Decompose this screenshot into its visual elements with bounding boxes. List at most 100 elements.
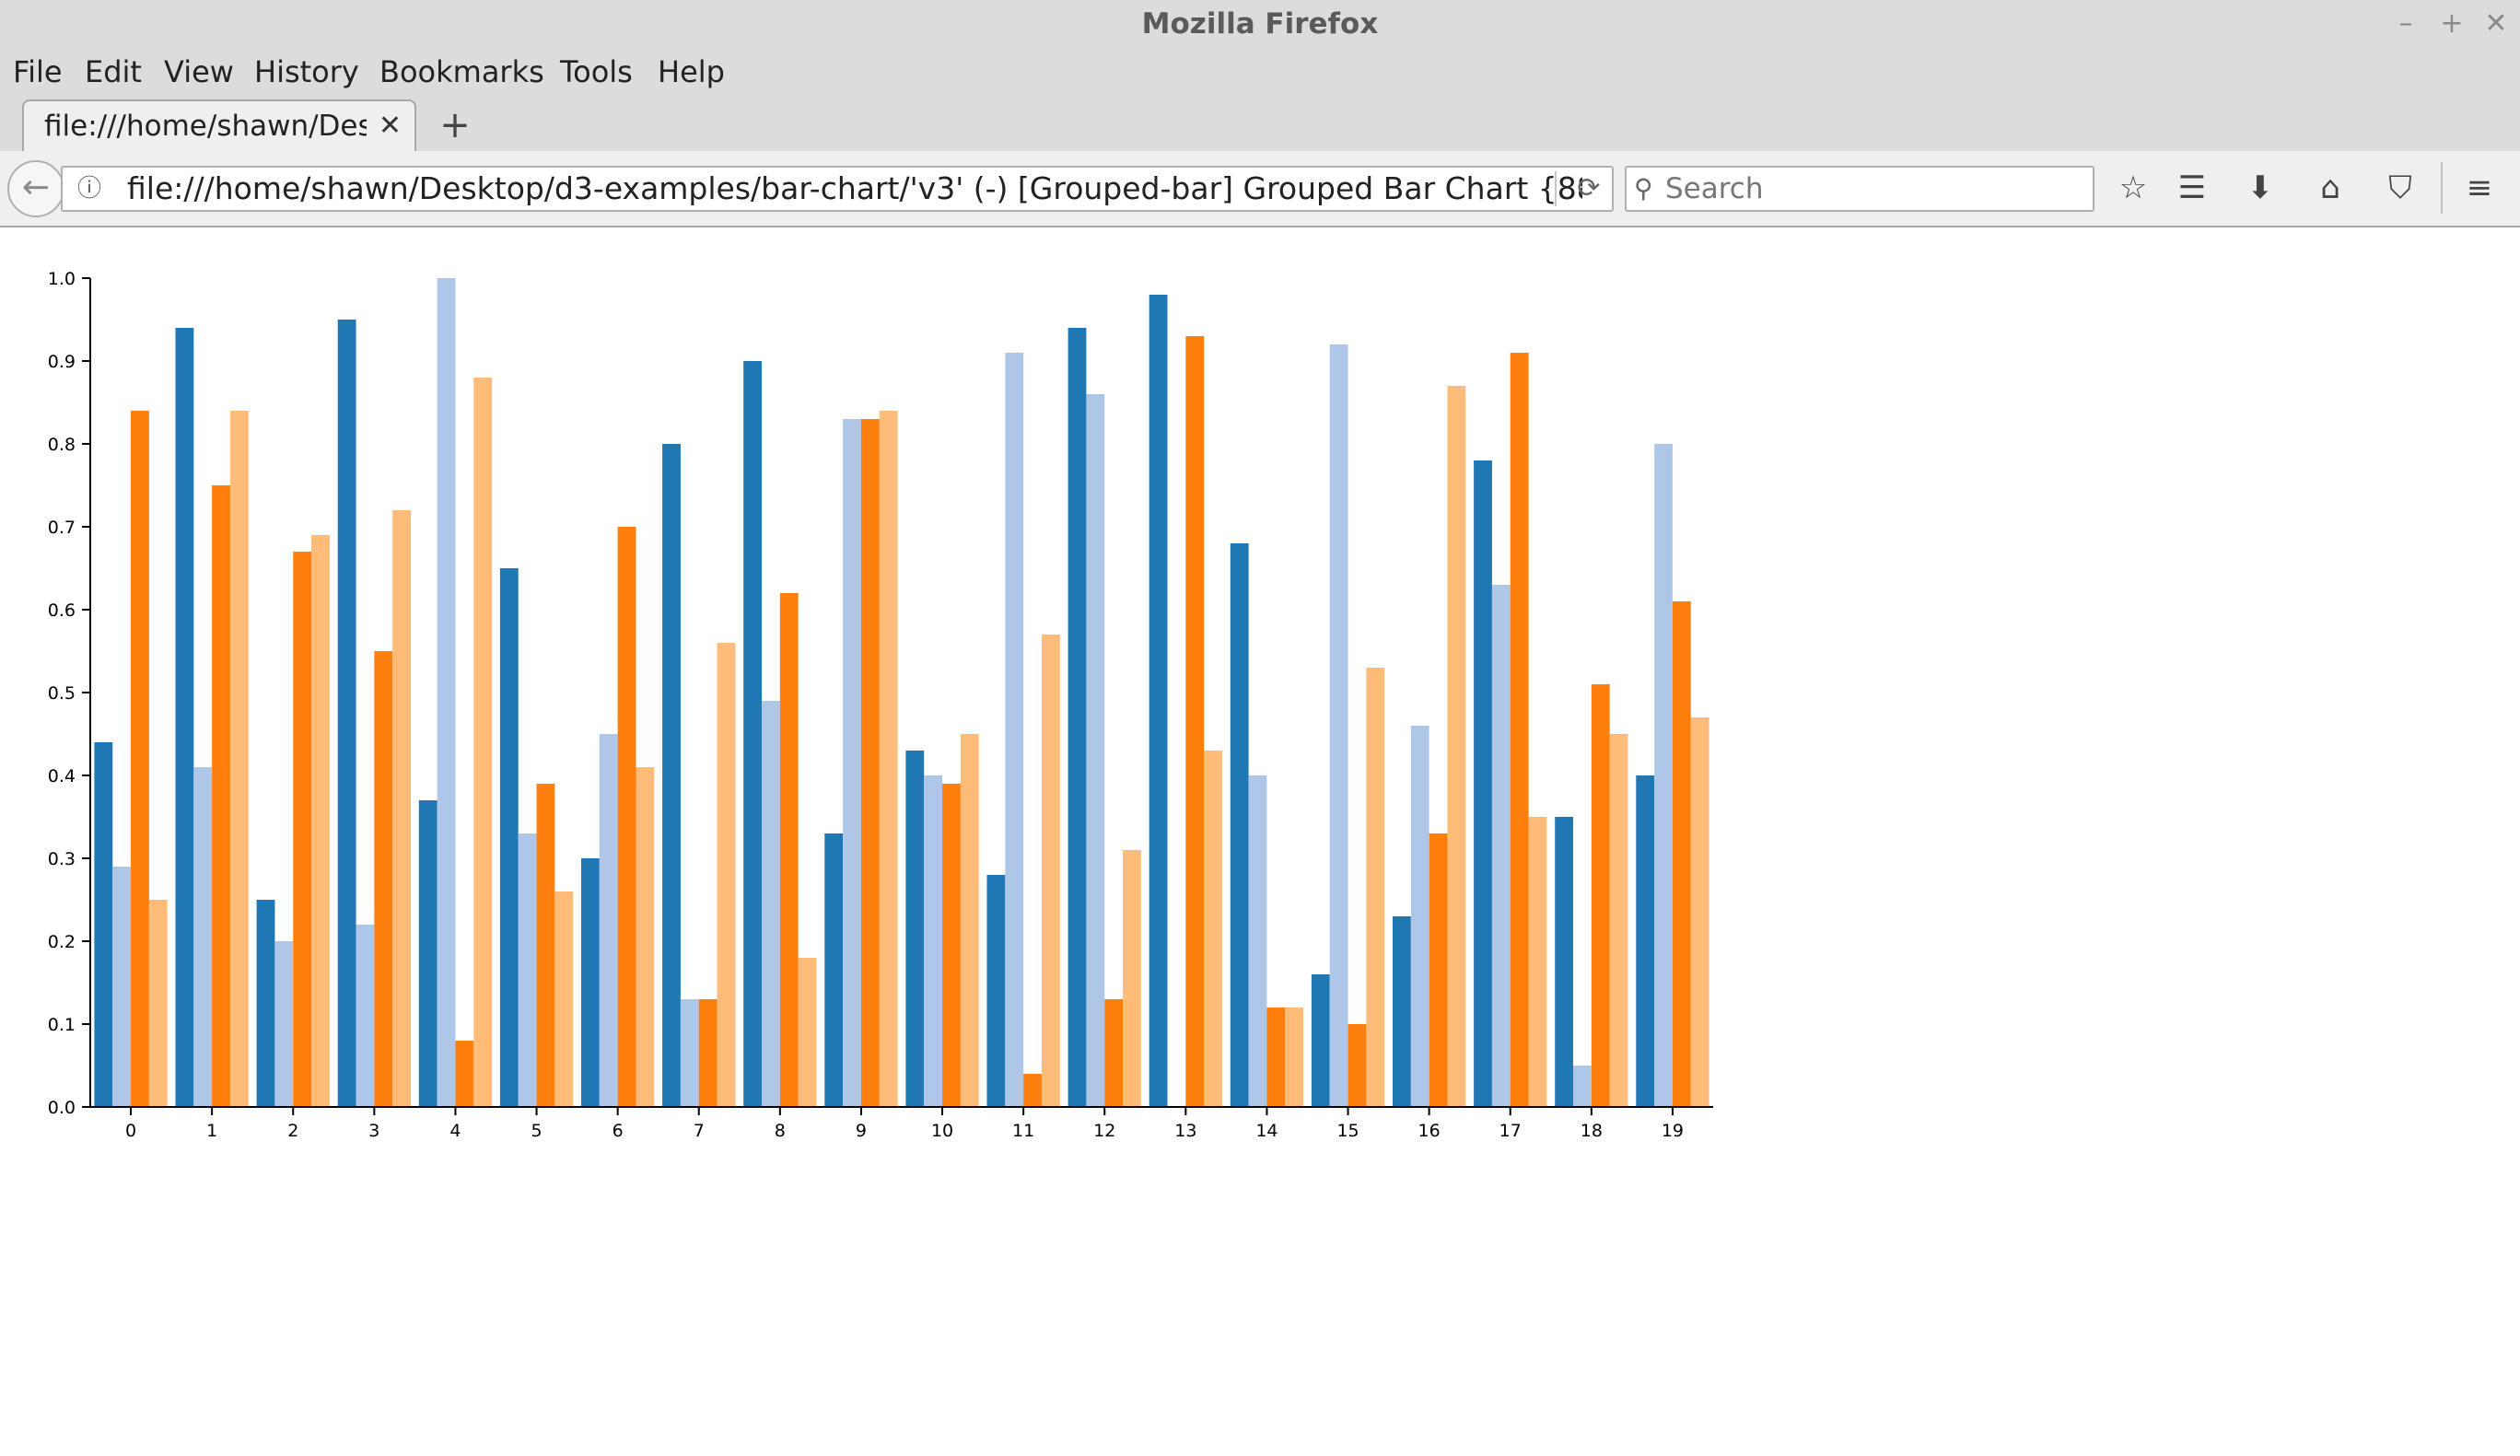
- menu-file[interactable]: File: [13, 48, 63, 96]
- bar-s2-c4: [455, 1041, 473, 1107]
- bar-s0-c3: [338, 320, 356, 1107]
- bar-s3-c13: [1204, 751, 1222, 1107]
- x-tick-label: 12: [1093, 1121, 1115, 1141]
- bar-s1-c15: [1330, 344, 1348, 1107]
- bar-s2-c10: [942, 784, 961, 1107]
- bar-s3-c4: [473, 378, 492, 1107]
- minimize-button[interactable]: –: [2387, 6, 2424, 42]
- bar-s0-c1: [176, 328, 194, 1107]
- bar-s1-c4: [438, 278, 456, 1107]
- title-bar: Mozilla Firefox – + ✕: [0, 0, 2520, 48]
- bar-s0-c14: [1231, 543, 1249, 1107]
- bar-s0-c12: [1068, 328, 1087, 1107]
- home-icon[interactable]: ⌂: [2303, 160, 2358, 215]
- pocket-icon[interactable]: ⛉: [2373, 160, 2428, 215]
- bar-s3-c7: [718, 643, 736, 1107]
- search-input[interactable]: [1665, 168, 2080, 210]
- bar-s3-c3: [392, 510, 411, 1107]
- bar-s3-c11: [1042, 635, 1060, 1107]
- bar-s2-c13: [1185, 336, 1204, 1107]
- bar-s0-c15: [1312, 974, 1330, 1107]
- new-tab-button[interactable]: +: [429, 99, 481, 151]
- x-tick-label: 13: [1174, 1121, 1196, 1141]
- bar-s3-c5: [554, 891, 573, 1107]
- x-tick-label: 18: [1581, 1121, 1603, 1141]
- menu-bar: File Edit View History Bookmarks Tools H…: [0, 48, 2520, 96]
- bar-s3-c16: [1447, 386, 1465, 1107]
- x-tick-label: 7: [694, 1121, 705, 1141]
- bar-s3-c8: [799, 958, 817, 1107]
- bar-s2-c3: [374, 651, 392, 1107]
- bar-s2-c12: [1104, 999, 1123, 1107]
- bar-s3-c2: [311, 535, 330, 1107]
- bar-s2-c0: [131, 411, 149, 1107]
- bar-s2-c11: [1023, 1074, 1042, 1107]
- tab-title: file:///home/shawn/Desktop/d3-examples/b…: [44, 101, 367, 151]
- reload-icon[interactable]: ⟳: [1566, 168, 1612, 210]
- bar-s1-c16: [1411, 726, 1429, 1107]
- url-divider: [1555, 171, 1557, 206]
- x-tick-label: 10: [931, 1121, 953, 1141]
- y-tick-label: 0.4: [48, 766, 76, 786]
- bar-s3-c12: [1123, 850, 1141, 1107]
- search-bar[interactable]: ⚲: [1625, 166, 2094, 212]
- bar-s1-c9: [843, 419, 861, 1107]
- menu-edit[interactable]: Edit: [85, 48, 142, 96]
- bar-s2-c16: [1429, 833, 1448, 1107]
- bar-s0-c0: [94, 742, 112, 1107]
- menu-tools[interactable]: Tools: [560, 48, 633, 96]
- url-bar[interactable]: ⓘ file:///home/shawn/Desktop/d3-examples…: [61, 166, 1614, 212]
- bar-s1-c0: [112, 867, 131, 1107]
- bar-s3-c18: [1610, 734, 1628, 1107]
- window-title: Mozilla Firefox: [0, 0, 2520, 48]
- bar-s3-c15: [1366, 668, 1384, 1107]
- menu-help[interactable]: Help: [658, 48, 725, 96]
- bar-s3-c1: [230, 411, 249, 1107]
- menu-bookmarks[interactable]: Bookmarks: [379, 48, 544, 96]
- bar-s2-c19: [1673, 601, 1691, 1107]
- bar-s3-c10: [961, 734, 979, 1107]
- x-tick-label: 5: [531, 1121, 542, 1141]
- bar-s1-c12: [1086, 394, 1104, 1107]
- bar-s2-c9: [861, 419, 880, 1107]
- bar-s0-c9: [824, 833, 843, 1107]
- bar-s0-c18: [1555, 817, 1573, 1107]
- bar-s0-c6: [581, 858, 600, 1107]
- x-tick-label: 17: [1499, 1121, 1522, 1141]
- tab-strip: file:///home/shawn/Desktop/d3-examples/b…: [0, 96, 2520, 151]
- bar-s0-c11: [987, 875, 1006, 1107]
- bar-s2-c7: [699, 999, 718, 1107]
- bar-s1-c19: [1654, 444, 1673, 1107]
- menu-view[interactable]: View: [164, 48, 234, 96]
- site-info-icon[interactable]: ⓘ: [77, 168, 101, 210]
- bookmarks-menu-icon[interactable]: ☰: [2164, 160, 2220, 215]
- bar-s3-c14: [1285, 1008, 1303, 1107]
- bar-s3-c9: [880, 411, 898, 1107]
- downloads-icon[interactable]: ⬇: [2233, 160, 2288, 215]
- x-tick-label: 3: [368, 1121, 379, 1141]
- bar-s3-c0: [149, 900, 168, 1107]
- back-button[interactable]: ←: [7, 160, 64, 217]
- menu-history[interactable]: History: [254, 48, 359, 96]
- tab-active[interactable]: file:///home/shawn/Desktop/d3-examples/b…: [22, 99, 416, 151]
- toolbar-separator: [2441, 162, 2443, 214]
- bar-s1-c11: [1005, 353, 1023, 1107]
- hamburger-menu-icon[interactable]: ≡: [2452, 160, 2507, 215]
- bar-s0-c4: [419, 800, 438, 1107]
- bookmark-star-icon[interactable]: ☆: [2106, 160, 2161, 215]
- y-tick-label: 0.1: [48, 1015, 76, 1035]
- bar-s1-c3: [356, 925, 375, 1107]
- close-window-button[interactable]: ✕: [2478, 6, 2514, 42]
- bar-s2-c5: [537, 784, 555, 1107]
- bar-s3-c19: [1691, 717, 1709, 1107]
- maximize-button[interactable]: +: [2433, 6, 2470, 42]
- bar-s0-c16: [1393, 916, 1411, 1107]
- bar-s1-c8: [762, 701, 780, 1107]
- bar-s0-c2: [257, 900, 275, 1107]
- x-tick-label: 11: [1012, 1121, 1034, 1141]
- bar-s1-c17: [1492, 585, 1511, 1107]
- url-text[interactable]: file:///home/shawn/Desktop/d3-examples/b…: [127, 168, 1582, 210]
- bar-s1-c5: [519, 833, 537, 1107]
- tab-close-icon[interactable]: ✕: [379, 101, 402, 151]
- bar-s0-c8: [743, 361, 762, 1107]
